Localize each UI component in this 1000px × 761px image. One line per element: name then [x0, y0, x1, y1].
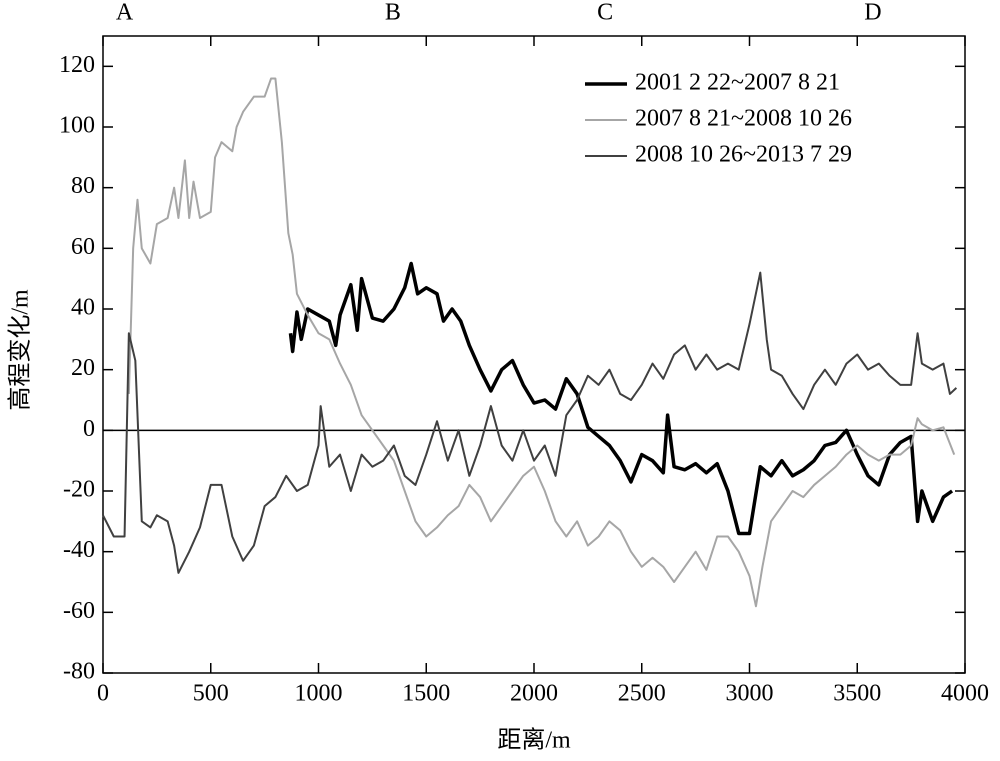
plot-frame — [102, 35, 966, 674]
y-tick-label: -20 — [63, 477, 95, 503]
x-axis-label: 距离/m — [497, 727, 571, 754]
annotation: D — [864, 0, 881, 26]
x-tick-label: 1000 — [295, 681, 343, 707]
y-tick-label: -40 — [63, 537, 95, 563]
y-tick-label: 20 — [71, 355, 95, 381]
x-tick-label: 500 — [193, 681, 229, 707]
x-tick-label: 4000 — [941, 681, 989, 707]
y-tick-label: 120 — [59, 52, 95, 78]
x-tick-label: 2000 — [510, 681, 558, 707]
y-tick-label: -80 — [63, 659, 95, 685]
x-tick-label: 3500 — [833, 681, 881, 707]
x-tick-label: 0 — [97, 681, 109, 707]
y-tick-label: 0 — [83, 416, 95, 442]
annotation: B — [385, 0, 401, 26]
y-tick-label: 60 — [71, 234, 95, 260]
y-tick-label: 40 — [71, 295, 95, 321]
y-tick-label: -60 — [63, 598, 95, 624]
legend-label: 2007 8 21~2008 10 26 — [635, 106, 852, 132]
annotation: C — [597, 0, 613, 26]
legend-label: 2008 10 26~2013 7 29 — [635, 142, 852, 168]
x-tick-label: 1500 — [402, 681, 450, 707]
data-line — [127, 77, 956, 608]
data-line — [102, 271, 958, 574]
x-tick-label: 2500 — [618, 681, 666, 707]
data-line — [288, 261, 954, 536]
x-tick-label: 3000 — [726, 681, 774, 707]
annotation: A — [116, 0, 134, 26]
y-axis-label: 高程变化/m — [7, 289, 34, 411]
legend-label: 2001 2 22~2007 8 21 — [635, 70, 840, 96]
y-tick-label: 100 — [59, 113, 95, 139]
y-tick-label: 80 — [71, 173, 95, 199]
